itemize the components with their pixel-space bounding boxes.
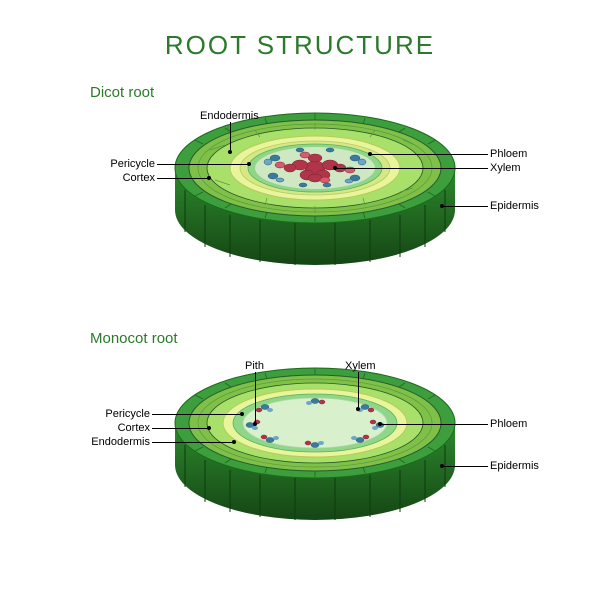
monocot-label-phloem: Phloem bbox=[490, 418, 527, 430]
dicot-label-cortex: Cortex bbox=[120, 172, 155, 184]
dicot-label-phloem: Phloem bbox=[490, 148, 527, 160]
dicot-label-epidermis: Epidermis bbox=[490, 200, 539, 212]
dicot-label-endodermis: Endodermis bbox=[200, 110, 259, 122]
monocot-label-cortex: Cortex bbox=[115, 422, 150, 434]
monocot-diagram bbox=[155, 345, 475, 535]
monocot-label-endodermis: Endodermis bbox=[90, 436, 150, 448]
dicot-label-xylem: Xylem bbox=[490, 162, 521, 174]
monocot-label-xylem: Xylem bbox=[345, 360, 376, 372]
dicot-label-pericycle: Pericycle bbox=[105, 158, 155, 170]
monocot-label-epidermis: Epidermis bbox=[490, 460, 539, 472]
dicot-subtitle: Dicot root bbox=[90, 84, 154, 101]
monocot-label-pericycle: Pericycle bbox=[100, 408, 150, 420]
monocot-label-pith: Pith bbox=[245, 360, 264, 372]
page-title: ROOT STRUCTURE bbox=[0, 30, 600, 61]
